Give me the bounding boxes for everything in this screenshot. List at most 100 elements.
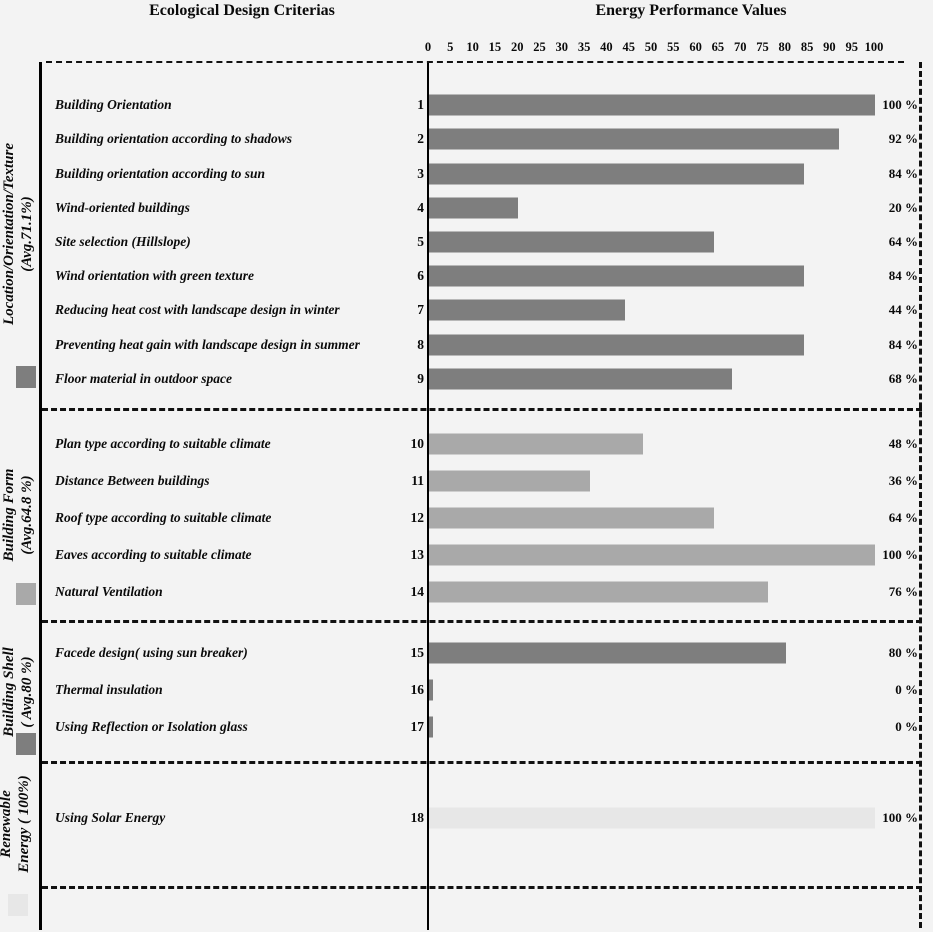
axis-tick-label: 100 [864, 40, 884, 54]
axis-tick-label: 65 [711, 40, 725, 54]
axis-tick-label: 25 [533, 40, 546, 54]
criteria-label: Plan type according to suitable climate [55, 435, 271, 451]
criteria-label: Facede design( using sun breaker) [55, 645, 248, 661]
value-label: 48 % [888, 435, 918, 451]
value-bar [429, 470, 590, 491]
group-color-swatch [16, 583, 36, 605]
chart-row: Wind orientation with green texture 6 84 % [42, 259, 925, 293]
value-label: 36 % [888, 472, 918, 488]
axis-tick-label: 55 [667, 40, 680, 54]
value-label: 64 % [888, 233, 918, 249]
value-label: 0 % [895, 718, 918, 734]
axis-tick-label: 90 [823, 40, 836, 54]
axis-tick-label: 80 [778, 40, 792, 54]
criteria-number: 15 [410, 645, 425, 661]
criteria-label: Distance Between buildings [55, 472, 210, 488]
criteria-number: 17 [410, 718, 425, 734]
criteria-number: 4 [417, 199, 424, 215]
criteria-label: Reducing heat cost with landscape design… [55, 302, 340, 318]
axis-tick-label: 75 [756, 40, 769, 54]
value-label: 100 % [882, 546, 918, 562]
value-label: 84 % [888, 336, 918, 352]
chart-row: Thermal insulation 16 0 % [42, 672, 925, 709]
left-frame-line [39, 62, 42, 930]
chart-row: Distance Between buildings 11 36 % [42, 462, 925, 499]
group-label: Renewable Energy ( 100%) [0, 758, 35, 890]
value-label: 84 % [888, 268, 918, 284]
criteria-label: Building orientation according to shadow… [55, 131, 293, 147]
value-label: 100 % [882, 97, 918, 113]
criteria-number: 5 [417, 233, 424, 249]
chart-row: Natural Ventilation 14 76 % [42, 573, 925, 610]
axis-tick-label: 20 [510, 40, 524, 54]
value-bar [429, 163, 804, 185]
value-bar [429, 581, 768, 602]
right-column-title: Energy Performance Values [595, 2, 787, 19]
value-bar [429, 433, 644, 454]
value-bar [429, 128, 840, 150]
group-label-line: (Avg.71.1%) [19, 196, 35, 272]
criteria-number: 9 [417, 370, 424, 386]
criteria-label: Wind-oriented buildings [55, 199, 190, 215]
value-bar [429, 507, 715, 528]
value-bar [429, 299, 626, 321]
value-label: 64 % [888, 509, 918, 525]
group-color-swatch [16, 366, 36, 388]
chart-row: Building Orientation 1 100 % [42, 88, 925, 122]
criteria-number: 8 [417, 336, 424, 352]
left-column-title: Ecological Design Criterias [149, 2, 335, 19]
value-bar [429, 368, 733, 390]
value-bar [429, 334, 804, 356]
group-section: Facede design( using sun breaker) 15 80 % T… [42, 622, 925, 763]
criteria-number: 10 [410, 435, 425, 451]
axis-tick-label: 70 [733, 40, 747, 54]
axis-tick-label: 95 [845, 40, 858, 54]
chart-row: Facede design( using sun breaker) 15 80 % [42, 635, 925, 672]
top-dashed-line [46, 61, 904, 63]
chart-row: Using Solar Energy 18 100 % [42, 783, 925, 853]
criteria-label: Site selection (Hillslope) [55, 233, 191, 249]
value-bar [429, 807, 875, 829]
axis-tick-label: 35 [577, 40, 591, 54]
value-label: 44 % [888, 302, 918, 318]
criteria-number: 12 [410, 509, 425, 525]
criteria-number: 6 [417, 268, 424, 284]
chart-row: Reducing heat cost with landscape design… [42, 293, 925, 327]
value-label: 84 % [888, 165, 918, 181]
axis-tick-label: 40 [600, 40, 613, 54]
criteria-label: Eaves according to suitable climate [55, 546, 252, 562]
group-label-line: Energy ( 100%) [16, 775, 32, 873]
value-label: 76 % [888, 583, 918, 599]
group-color-swatch [16, 733, 36, 755]
value-bar [429, 716, 433, 738]
group-label-line: Location/Orientation/Texture [1, 143, 17, 325]
criteria-label: Using Solar Energy [55, 810, 166, 825]
value-bar [429, 231, 715, 253]
value-bar [429, 642, 786, 664]
criteria-label: Wind orientation with green texture [55, 268, 255, 284]
axis-tick-label: 15 [488, 40, 502, 54]
chart-row: Building orientation according to shadow… [42, 122, 925, 156]
criteria-label: Building Orientation [55, 97, 172, 113]
bottom-dashed-line [42, 886, 922, 889]
criteria-label: Floor material in outdoor space [55, 370, 233, 386]
zero-axis-line [427, 62, 429, 930]
criteria-number: 7 [417, 302, 424, 318]
chart-row: Building orientation according to sun 3 84… [42, 156, 925, 190]
group-label: Location/Orientation/Texture (Avg.71.1%) [0, 62, 38, 406]
value-bar [429, 679, 433, 701]
criteria-number: 1 [417, 97, 424, 113]
axis-tick-label: 50 [644, 40, 658, 54]
axis-tick-label: 45 [622, 40, 635, 54]
chart-row: Eaves according to suitable climate 13 100… [42, 536, 925, 573]
criteria-number: 18 [410, 810, 425, 825]
criteria-number: 16 [410, 682, 425, 697]
value-label: 68 % [888, 370, 918, 386]
criteria-label: Thermal insulation [55, 682, 163, 697]
axis-tick-label: 0 [424, 40, 432, 54]
axis-tick-label: 10 [466, 40, 479, 54]
axis-tick-label: 30 [555, 40, 569, 54]
criteria-number: 14 [410, 583, 425, 599]
group-color-swatch [8, 894, 28, 916]
